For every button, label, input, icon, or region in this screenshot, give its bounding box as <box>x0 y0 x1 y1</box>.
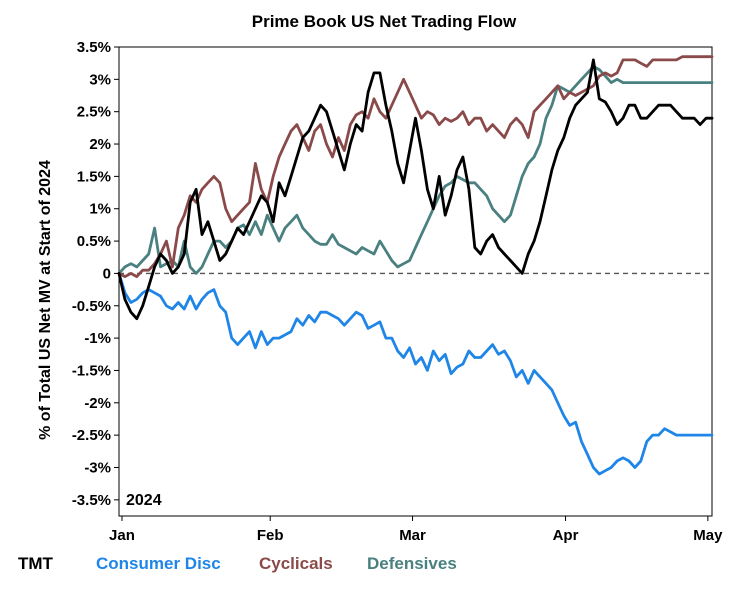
y-tick-label: 0.5% <box>77 233 111 250</box>
y-tick-label: -3.5% <box>72 492 111 509</box>
x-tick-label: Jan <box>109 527 135 544</box>
y-tick-label: -0.5% <box>72 298 111 315</box>
y-axis-label: % of Total US Net MV at Start of 2024 <box>37 160 54 440</box>
chart-title: Prime Book US Net Trading Flow <box>252 12 517 31</box>
legend-item-consumer-disc: Consumer Disc <box>96 554 221 573</box>
plot-area: 3.5% 3% 2.5% 2% 1.5% 1% 0.5% 0 -0.5% -1% -1.5% -2% -… <box>72 39 723 544</box>
y-tick-label: -2.5% <box>72 427 111 444</box>
y-tick-label: -2% <box>84 395 111 412</box>
y-tick-label: -3% <box>84 459 111 476</box>
year-annotation: 2024 <box>126 492 162 509</box>
y-tick-label: -1% <box>84 330 111 347</box>
legend-item-cyclicals: Cyclicals <box>259 554 333 573</box>
y-tick-label: 1.5% <box>77 168 111 185</box>
x-tick-label: May <box>693 527 723 544</box>
series-line-cyclicals <box>117 55 714 279</box>
series-line-defensives <box>117 65 714 275</box>
legend-item-tmt: TMT <box>18 554 54 573</box>
y-tick-label: -1.5% <box>72 362 111 379</box>
y-tick-label: 0 <box>103 265 111 282</box>
y-axis-ticks: 3.5% 3% 2.5% 2% 1.5% 1% 0.5% 0 -0.5% -1% -1.5% -2% -… <box>72 39 119 509</box>
legend-item-defensives: Defensives <box>367 554 457 573</box>
x-tick-label: Mar <box>399 527 426 544</box>
y-tick-label: 1% <box>89 201 111 218</box>
legend: TMT Consumer Disc Cyclicals Defensives <box>18 554 457 573</box>
x-tick-label: Apr <box>553 527 579 544</box>
plot-frame <box>118 46 713 517</box>
y-tick-label: 2% <box>89 136 111 153</box>
y-tick-label: 2.5% <box>77 104 111 121</box>
x-axis-ticks: Jan Feb Mar Apr May <box>109 516 723 544</box>
series-lines <box>117 55 714 476</box>
x-tick-label: Feb <box>257 527 284 544</box>
y-tick-label: 3% <box>89 71 111 88</box>
y-tick-label: 3.5% <box>77 39 111 56</box>
series-line-consumer-disc <box>117 271 714 476</box>
series-line-tmt <box>117 58 714 321</box>
